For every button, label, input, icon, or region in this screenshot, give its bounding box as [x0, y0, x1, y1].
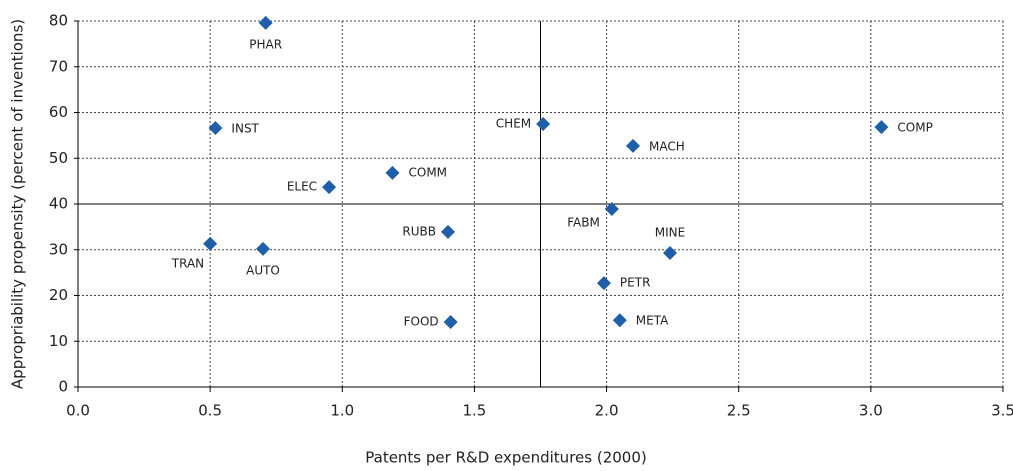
y-tick-label: 30: [49, 240, 68, 258]
y-tick-label: 10: [49, 332, 68, 350]
point: [626, 138, 640, 153]
point: [874, 120, 889, 135]
point: [203, 236, 218, 251]
point-label: META: [636, 314, 669, 328]
x-tick-label: 2.5: [727, 402, 751, 420]
x-axis-label: Patents per R&D expenditures (2000): [365, 449, 646, 467]
point-label: COMP: [897, 121, 932, 135]
x-tick-label: 0.5: [198, 402, 222, 420]
x-tick-label: 1.0: [330, 402, 354, 420]
point: [256, 241, 270, 256]
y-tick-label: 60: [49, 103, 68, 121]
x-tick-label: 2.0: [595, 402, 619, 420]
point-label: FABM: [567, 216, 600, 230]
y-tick-label: 80: [49, 12, 68, 30]
x-tick-label: 1.5: [462, 402, 486, 420]
point-label: MACH: [649, 139, 685, 153]
point: [385, 165, 400, 180]
point-label: FOOD: [404, 315, 439, 329]
point: [441, 224, 455, 239]
point: [612, 313, 627, 328]
point: [258, 15, 273, 30]
y-tick-label: 40: [49, 195, 68, 213]
point: [604, 202, 619, 217]
point-label: ELEC: [287, 180, 317, 194]
y-tick-label: 0: [58, 378, 68, 396]
point-label: INST: [231, 122, 259, 136]
y-tick-label: 50: [49, 149, 68, 167]
point-label: TRAN: [171, 256, 204, 270]
point-label: COMM: [409, 165, 448, 179]
point: [208, 121, 223, 136]
y-tick-label: 20: [49, 286, 68, 304]
point-label: PETR: [620, 276, 651, 290]
y-axis-label: Appropriability propensity (percent of i…: [9, 19, 27, 389]
point-label: PHAR: [249, 37, 282, 51]
point-label: AUTO: [246, 263, 280, 277]
point: [596, 276, 611, 291]
point: [536, 116, 551, 131]
x-tick-label: 3.5: [991, 402, 1013, 420]
point-label: RUBB: [402, 224, 436, 238]
x-tick-label: 3.0: [859, 402, 883, 420]
x-tick-label: 0.0: [66, 402, 90, 420]
point: [322, 180, 337, 195]
point-label: CHEM: [496, 116, 531, 130]
point: [443, 315, 458, 330]
point: [663, 245, 677, 260]
point-label: MINE: [655, 225, 685, 239]
y-tick-label: 70: [49, 57, 68, 75]
